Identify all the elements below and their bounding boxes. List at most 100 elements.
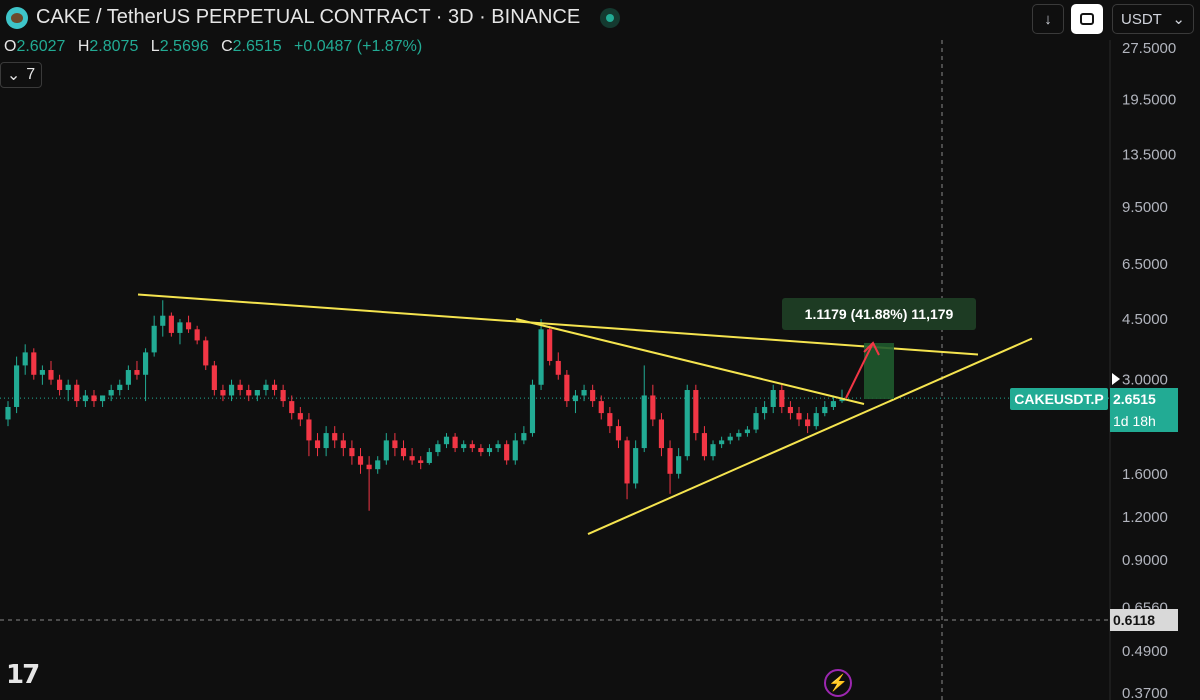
trendline [137,293,979,356]
chevron-down-icon: ⌄ [1172,11,1185,28]
candle-body [435,444,441,453]
candle-body [220,390,226,396]
measure-label[interactable]: 1.1179 (41.88%) 11,179 [782,298,976,330]
candle-body [125,370,131,385]
candle-body [650,395,656,420]
high-label: H [77,38,90,55]
crosshair-price-tag: 0.6118 [1110,609,1178,631]
tradingview-logo-icon[interactable]: 17 [6,660,40,690]
candle-body [297,413,303,420]
open-value: 2.6027 [16,38,66,55]
candle-body [744,429,751,434]
candle-body [796,413,802,420]
y-tick-label: 9.5000 [1122,199,1168,216]
symbol-price-tag: CAKEUSDT.P [1010,388,1108,410]
candle-body [151,325,157,353]
candle-body [719,440,725,445]
price-marker-icon [1112,373,1120,385]
candle-body [658,419,665,449]
candle-body [349,448,355,457]
ohlc-legend: O2.6027 H2.8075 L2.5696 C2.6515 +0.0487 … [4,38,430,56]
last-price-tag: 2.6515 [1110,388,1178,410]
close-value: 2.6515 [232,38,282,55]
y-tick-label: 0.9000 [1122,552,1168,569]
candle-body [237,384,243,391]
candle-body [667,448,673,474]
candle-body [710,444,716,457]
candle-body [185,322,192,330]
candle-body [787,406,793,414]
candle-body [693,390,699,434]
candle-body [607,413,613,427]
change-value: +0.0487 (+1.87%) [294,38,423,55]
candle-body [555,360,561,375]
candle-body [82,395,88,402]
candle-body [701,433,708,457]
candle-body [452,436,458,449]
download-button[interactable]: ↓ [1032,4,1064,34]
candle-body [779,390,785,407]
countdown-tag: 1d 18h [1110,410,1178,432]
candle-body [134,370,140,375]
candle-body [177,322,183,333]
candle-body [57,379,63,391]
candle-body [383,440,389,461]
candle-body [332,433,338,441]
candle-body [676,456,682,474]
candle-body [598,401,604,414]
candle-body [426,452,432,463]
candle-body [641,395,647,449]
candle-body [289,401,295,414]
candle-body [830,401,836,407]
candle-body [99,395,106,402]
y-tick-label: 1.6000 [1122,466,1168,483]
indicators-toggle[interactable]: ⌄ 7 [0,62,42,88]
cake-logo-icon [6,6,28,29]
fullscreen-button[interactable] [1071,4,1103,34]
candle-body [366,464,372,470]
symbol-title[interactable]: CAKE / TetherUS PERPETUAL CONTRACT · 3D … [36,6,581,28]
candle-body [194,329,200,341]
candle-body [91,395,97,402]
candle-body [203,340,209,366]
candle-body [31,352,37,375]
candle-body [48,370,54,380]
candle-body [160,315,166,326]
y-tick-label: 6.5000 [1122,256,1168,273]
candle-body [813,413,819,427]
y-tick-label: 27.5000 [1122,40,1176,57]
candle-body [418,460,424,463]
candle-body [547,329,553,361]
candle-body [400,448,407,457]
high-value: 2.8075 [89,38,139,55]
market-status-icon[interactable] [600,7,621,28]
candle-body [633,448,639,484]
candle-body [504,444,510,461]
candle-body [340,440,346,449]
candle-body [529,384,536,434]
candle-body [392,440,398,449]
y-tick-label: 0.4900 [1122,643,1168,660]
candle-body [564,374,570,402]
candle-body [409,456,415,461]
y-tick-label: 1.2000 [1122,509,1168,526]
lightning-icon[interactable]: ⚡ [824,669,852,697]
low-label: L [150,38,160,55]
currency-select[interactable]: USDT ⌄ [1112,4,1194,34]
trendline [587,337,1033,535]
symbol-title-row: CAKE / TetherUS PERPETUAL CONTRACT · 3D … [6,6,621,29]
y-tick-label: 13.5000 [1122,147,1176,164]
y-tick-label: 0.3700 [1122,685,1168,700]
candle-body [822,406,828,414]
candle-body [478,448,484,453]
y-tick-label: 3.0000 [1122,372,1168,389]
candle-body [254,390,260,396]
candle-body [581,390,587,396]
candle-body [762,406,768,414]
candle-body [538,329,544,385]
low-value: 2.5696 [159,38,209,55]
candle-body [461,444,467,449]
candle-body [727,436,733,441]
